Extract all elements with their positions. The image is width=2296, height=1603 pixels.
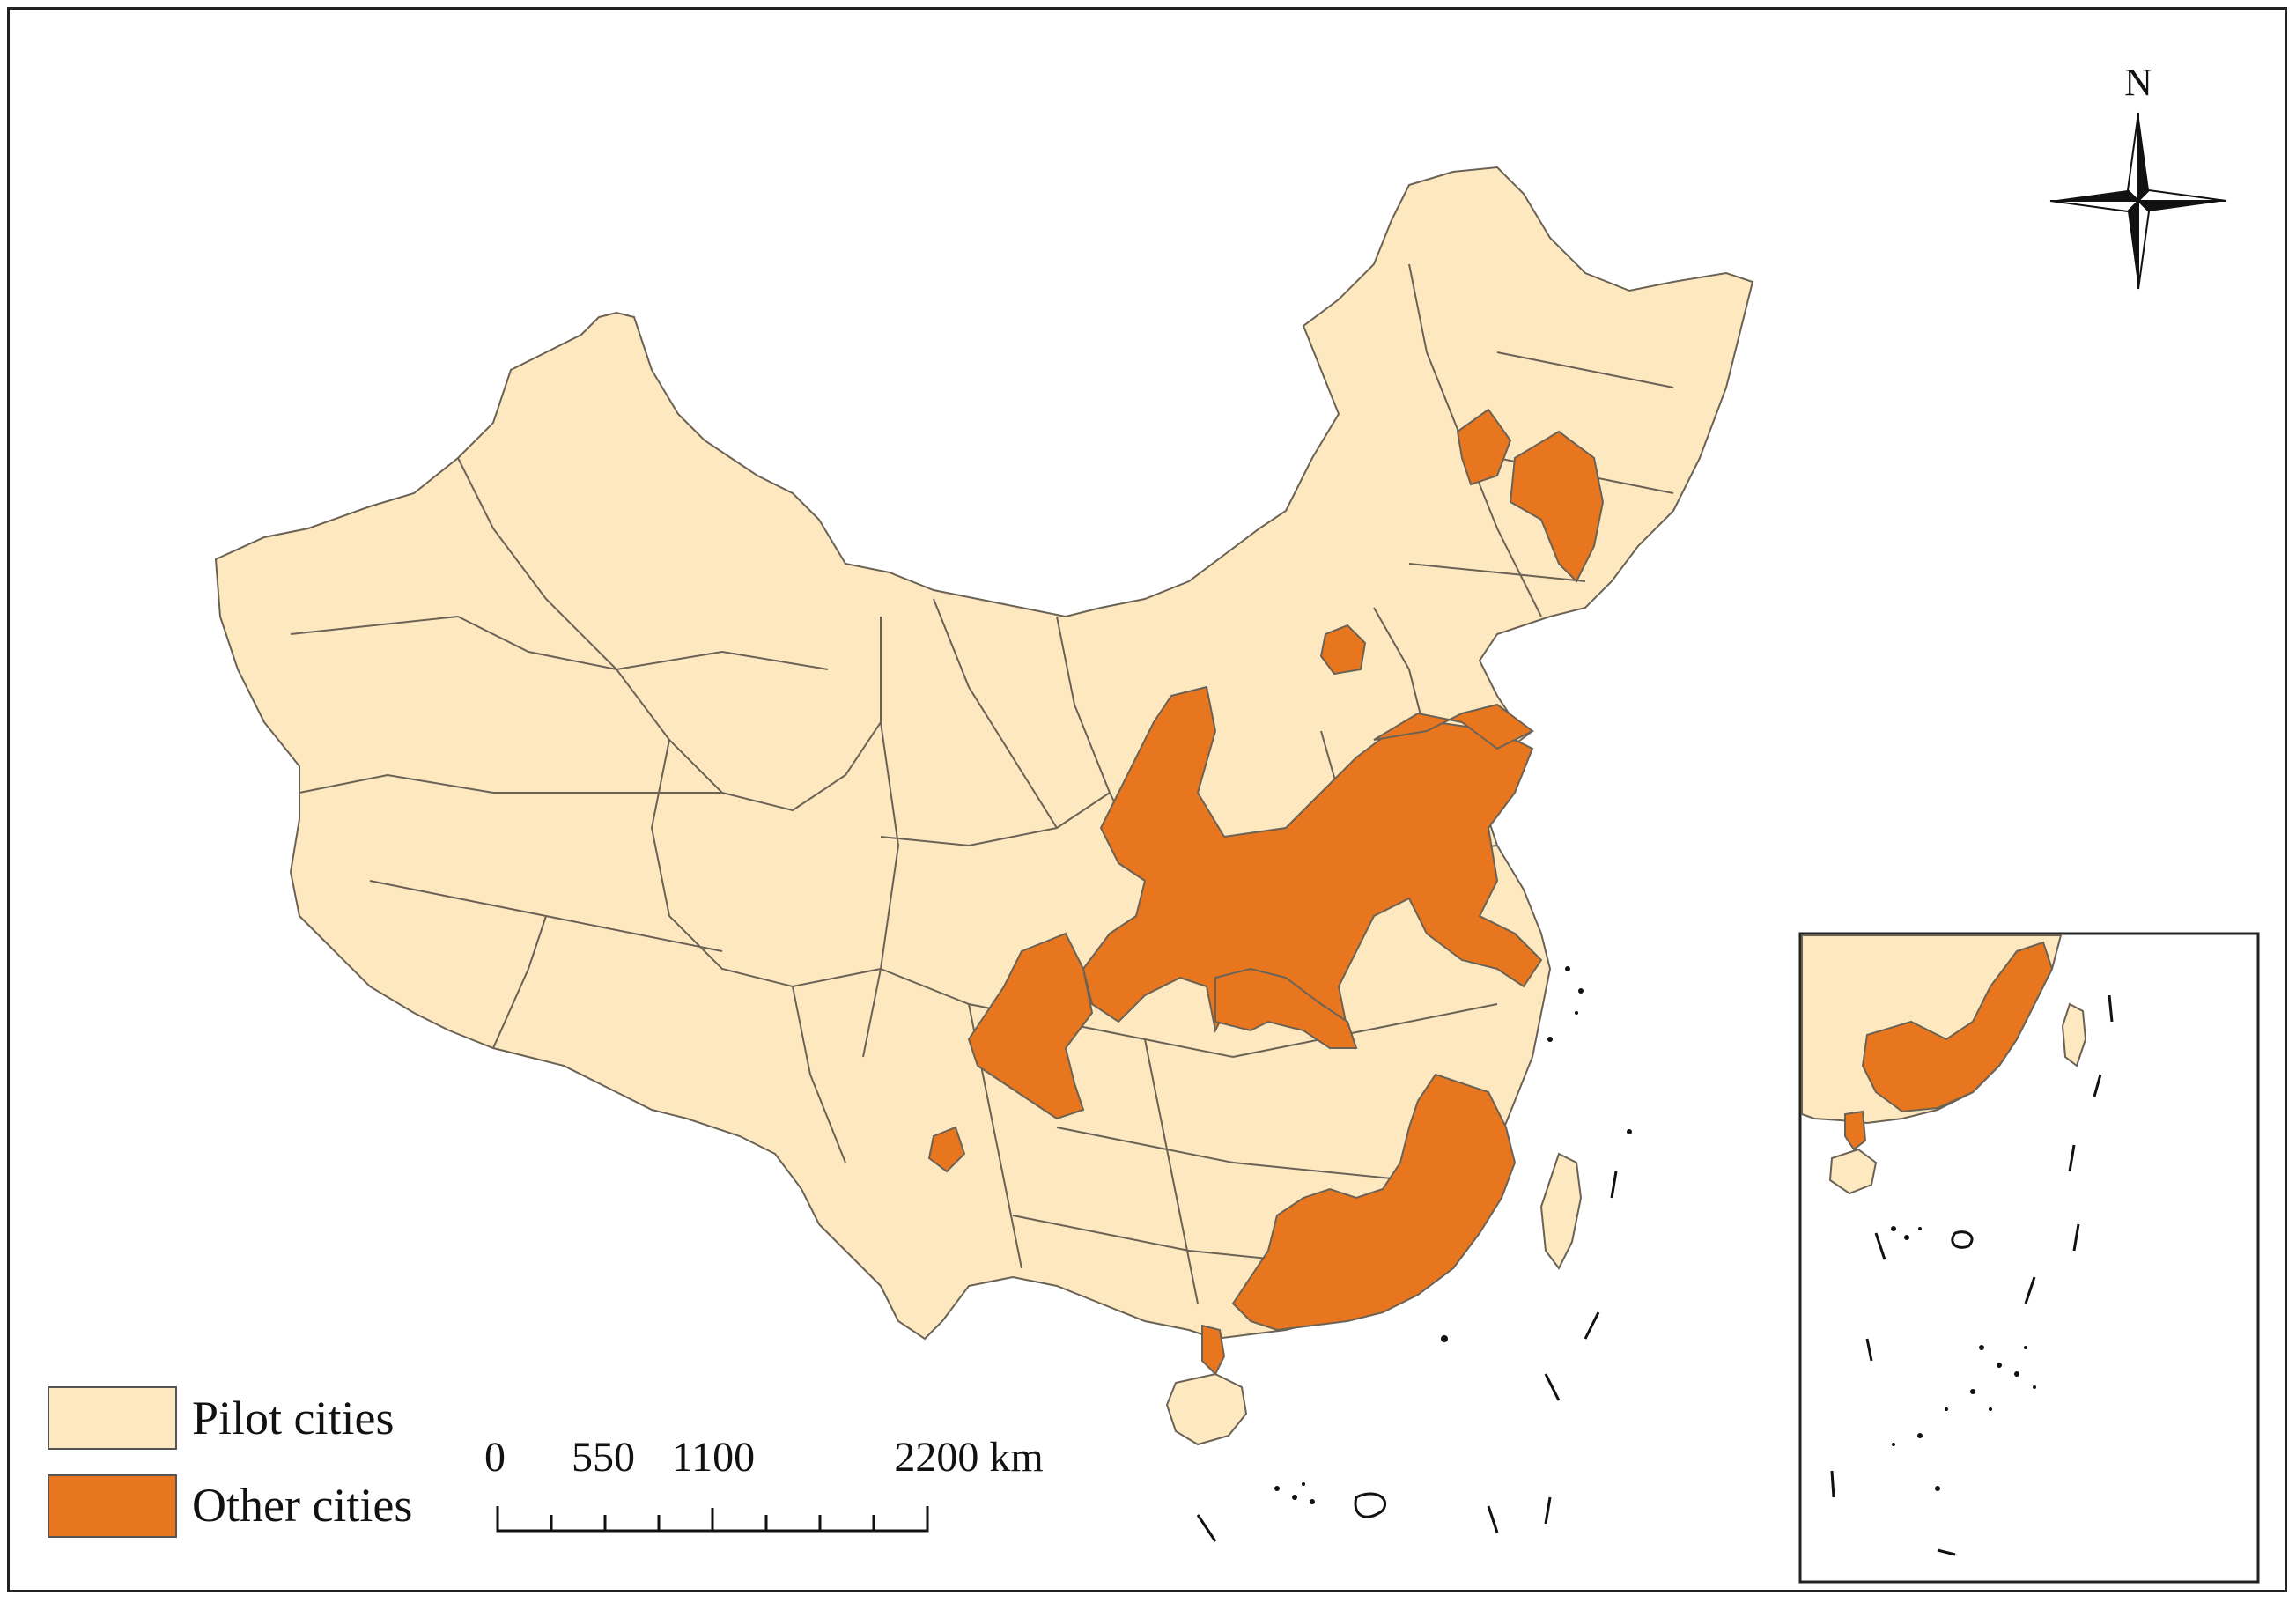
compass-rose-icon [2049,112,2227,290]
scale-label-2200: 2200 km [894,1434,1043,1481]
region-yunnan [927,1126,966,1173]
legend: Pilot cities Other cities [48,1386,412,1538]
legend-swatch-other [48,1474,177,1538]
legend-label-other: Other cities [192,1479,412,1532]
south-china-sea-inset [1798,932,2260,1584]
region-northeast-1 [1456,408,1512,486]
taiwan-island [1539,1152,1583,1270]
legend-label-pilot: Pilot cities [192,1392,395,1444]
inset-hainan [1828,1148,1878,1195]
region-shandong [1373,703,1534,750]
region-beijing [1319,624,1367,676]
inset-other-region [1861,941,2054,1113]
north-arrow: N [2049,61,2227,290]
other-cities-regions [927,408,1605,1376]
legend-swatch-pilot [48,1386,177,1450]
region-leizhou [1201,1324,1226,1376]
inset-leizhou [1844,1110,1867,1151]
region-southeast [1231,1073,1517,1332]
region-hubei-south [1214,967,1358,1049]
scale-label-1100: 1100 [672,1434,755,1481]
region-central [1082,685,1543,1050]
region-northeast-2 [1509,430,1605,583]
inset-taiwan [2061,1002,2087,1067]
map-frame [7,7,2287,1592]
region-sichuan [967,932,1094,1120]
scale-label-550: 550 [572,1434,635,1481]
scale-label-0: 0 [484,1434,506,1481]
china-mainland [214,166,1754,1341]
nine-dash-line [1196,1171,1618,1542]
hainan-island [1165,1372,1248,1446]
scale-bar: 0 550 1100 2200 km [484,1434,1044,1533]
north-label: N [2124,61,2152,104]
small-islands [1274,966,1632,1504]
